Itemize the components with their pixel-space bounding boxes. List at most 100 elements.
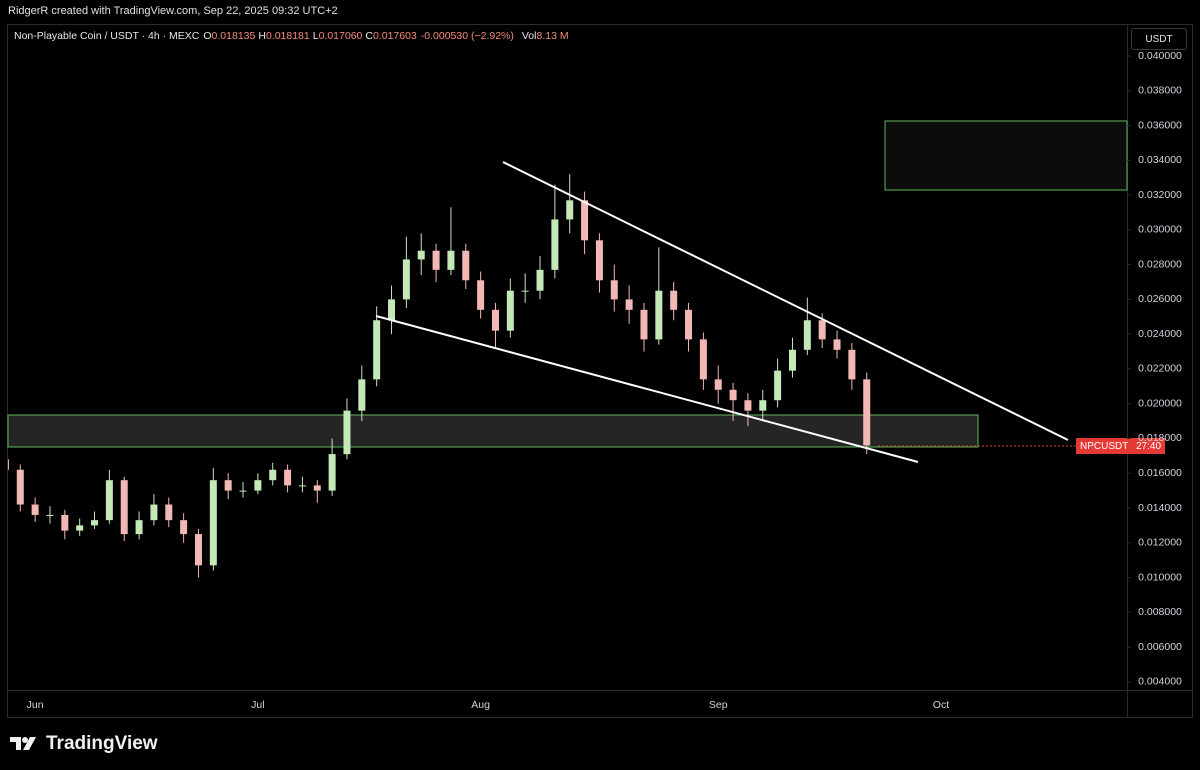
candle-body	[462, 250, 470, 281]
candle-body	[402, 259, 410, 300]
legend-value: 0.018181	[265, 30, 310, 42]
candle-body	[388, 299, 396, 321]
legend-value: 0.017603	[372, 30, 417, 42]
candle-body	[714, 379, 722, 390]
candle-body	[536, 269, 544, 291]
candle-body	[432, 250, 440, 270]
candle-body	[31, 504, 39, 515]
y-tick-label: 0.034000	[1138, 154, 1182, 166]
candle-body	[566, 200, 574, 220]
candle-body	[328, 454, 336, 491]
y-tick-label: 0.006000	[1138, 641, 1182, 653]
candle-body	[254, 480, 262, 491]
y-tick-label: 0.016000	[1138, 467, 1182, 479]
legend: Non-Playable Coin / USDT · 4h · MEXC O 0.…	[14, 30, 569, 42]
candle-body	[655, 290, 663, 340]
candle-body	[358, 379, 366, 411]
candle-body	[209, 480, 217, 566]
legend-key: C	[365, 30, 373, 42]
y-tick-label: 0.040000	[1138, 50, 1182, 62]
y-tick-label: 0.024000	[1138, 328, 1182, 340]
candle-body	[105, 480, 113, 521]
y-tick-label: 0.014000	[1138, 502, 1182, 514]
candle-body	[8, 459, 9, 470]
x-tick-label: Aug	[471, 699, 490, 711]
candle-body	[863, 379, 871, 446]
currency-button[interactable]: USDT	[1131, 28, 1187, 50]
candle-body	[551, 219, 559, 270]
candle-body	[120, 480, 128, 535]
y-tick-label: 0.012000	[1138, 537, 1182, 549]
target-zone	[884, 120, 1128, 191]
footer: TradingView	[10, 733, 158, 755]
support-zone	[7, 414, 979, 448]
candle-body	[269, 469, 277, 481]
logo	[10, 737, 36, 750]
candle-body	[135, 520, 143, 535]
candle-body	[581, 200, 589, 241]
candle-body	[521, 290, 529, 292]
legend-key: O	[203, 30, 212, 42]
candle-body	[417, 250, 425, 260]
candle-body	[165, 504, 173, 521]
candle-body	[788, 349, 796, 371]
candle-body	[848, 349, 856, 380]
x-tick-label: Jun	[27, 699, 44, 711]
candle-body	[373, 320, 381, 380]
candle-body	[699, 339, 707, 380]
candle-body	[640, 309, 648, 340]
candle-body	[744, 400, 752, 411]
lower-trendline	[375, 315, 919, 463]
candle-body	[759, 400, 767, 411]
candle-body	[284, 469, 292, 486]
candle-body	[491, 309, 499, 331]
x-tick-label: Jul	[251, 699, 264, 711]
candle-body	[61, 514, 69, 531]
candles	[8, 174, 871, 578]
candle-body	[343, 410, 351, 455]
candle-body	[818, 320, 826, 340]
candle-body	[224, 480, 232, 491]
y-tick-label: 0.038000	[1138, 85, 1182, 97]
volume-label: Vol	[521, 30, 537, 42]
chart-frame	[7, 24, 1193, 718]
candle-body	[46, 514, 54, 516]
y-tick-label: 0.018000	[1138, 432, 1182, 444]
candle-body	[833, 339, 841, 350]
candle-body	[506, 290, 514, 331]
price-tag-symbol: NPCUSDT	[1080, 441, 1128, 452]
candle-body	[298, 485, 306, 487]
y-tick-label: 0.004000	[1138, 676, 1182, 688]
candle-body	[16, 469, 24, 505]
candle-body	[729, 389, 737, 401]
candle-body	[477, 280, 485, 310]
y-tick-label: 0.026000	[1138, 293, 1182, 305]
candle-body	[803, 320, 811, 350]
y-tick-label: 0.010000	[1138, 571, 1182, 583]
y-tick-label: 0.030000	[1138, 224, 1182, 236]
y-tick-label: 0.036000	[1138, 119, 1182, 131]
ohlc: O 0.018135 H 0.018181 L 0.017060 C 0.017603	[203, 30, 416, 42]
candle-body	[239, 490, 247, 492]
y-tick-label: 0.008000	[1138, 606, 1182, 618]
x-tick-label: Oct	[933, 699, 949, 711]
y-tick-label: 0.020000	[1138, 397, 1182, 409]
candle-body	[447, 250, 455, 270]
candle-body	[610, 280, 618, 300]
legend-value: 0.017060	[318, 30, 363, 42]
candle-body	[625, 299, 633, 310]
candle-body	[180, 520, 188, 535]
change: -0.000530 (−2.92%)	[420, 30, 514, 42]
legend-value: 0.018135	[211, 30, 256, 42]
price-tag-countdown: 27:40	[1136, 441, 1161, 452]
y-tick-label: 0.028000	[1138, 258, 1182, 270]
credit: RidgerR created with TradingView.com, Se…	[8, 5, 338, 17]
candle-body	[595, 240, 603, 281]
candle-body	[150, 504, 158, 521]
candle-body	[76, 525, 84, 531]
candle-body	[774, 370, 782, 401]
candle-body	[313, 485, 321, 491]
candle-body	[91, 520, 99, 526]
